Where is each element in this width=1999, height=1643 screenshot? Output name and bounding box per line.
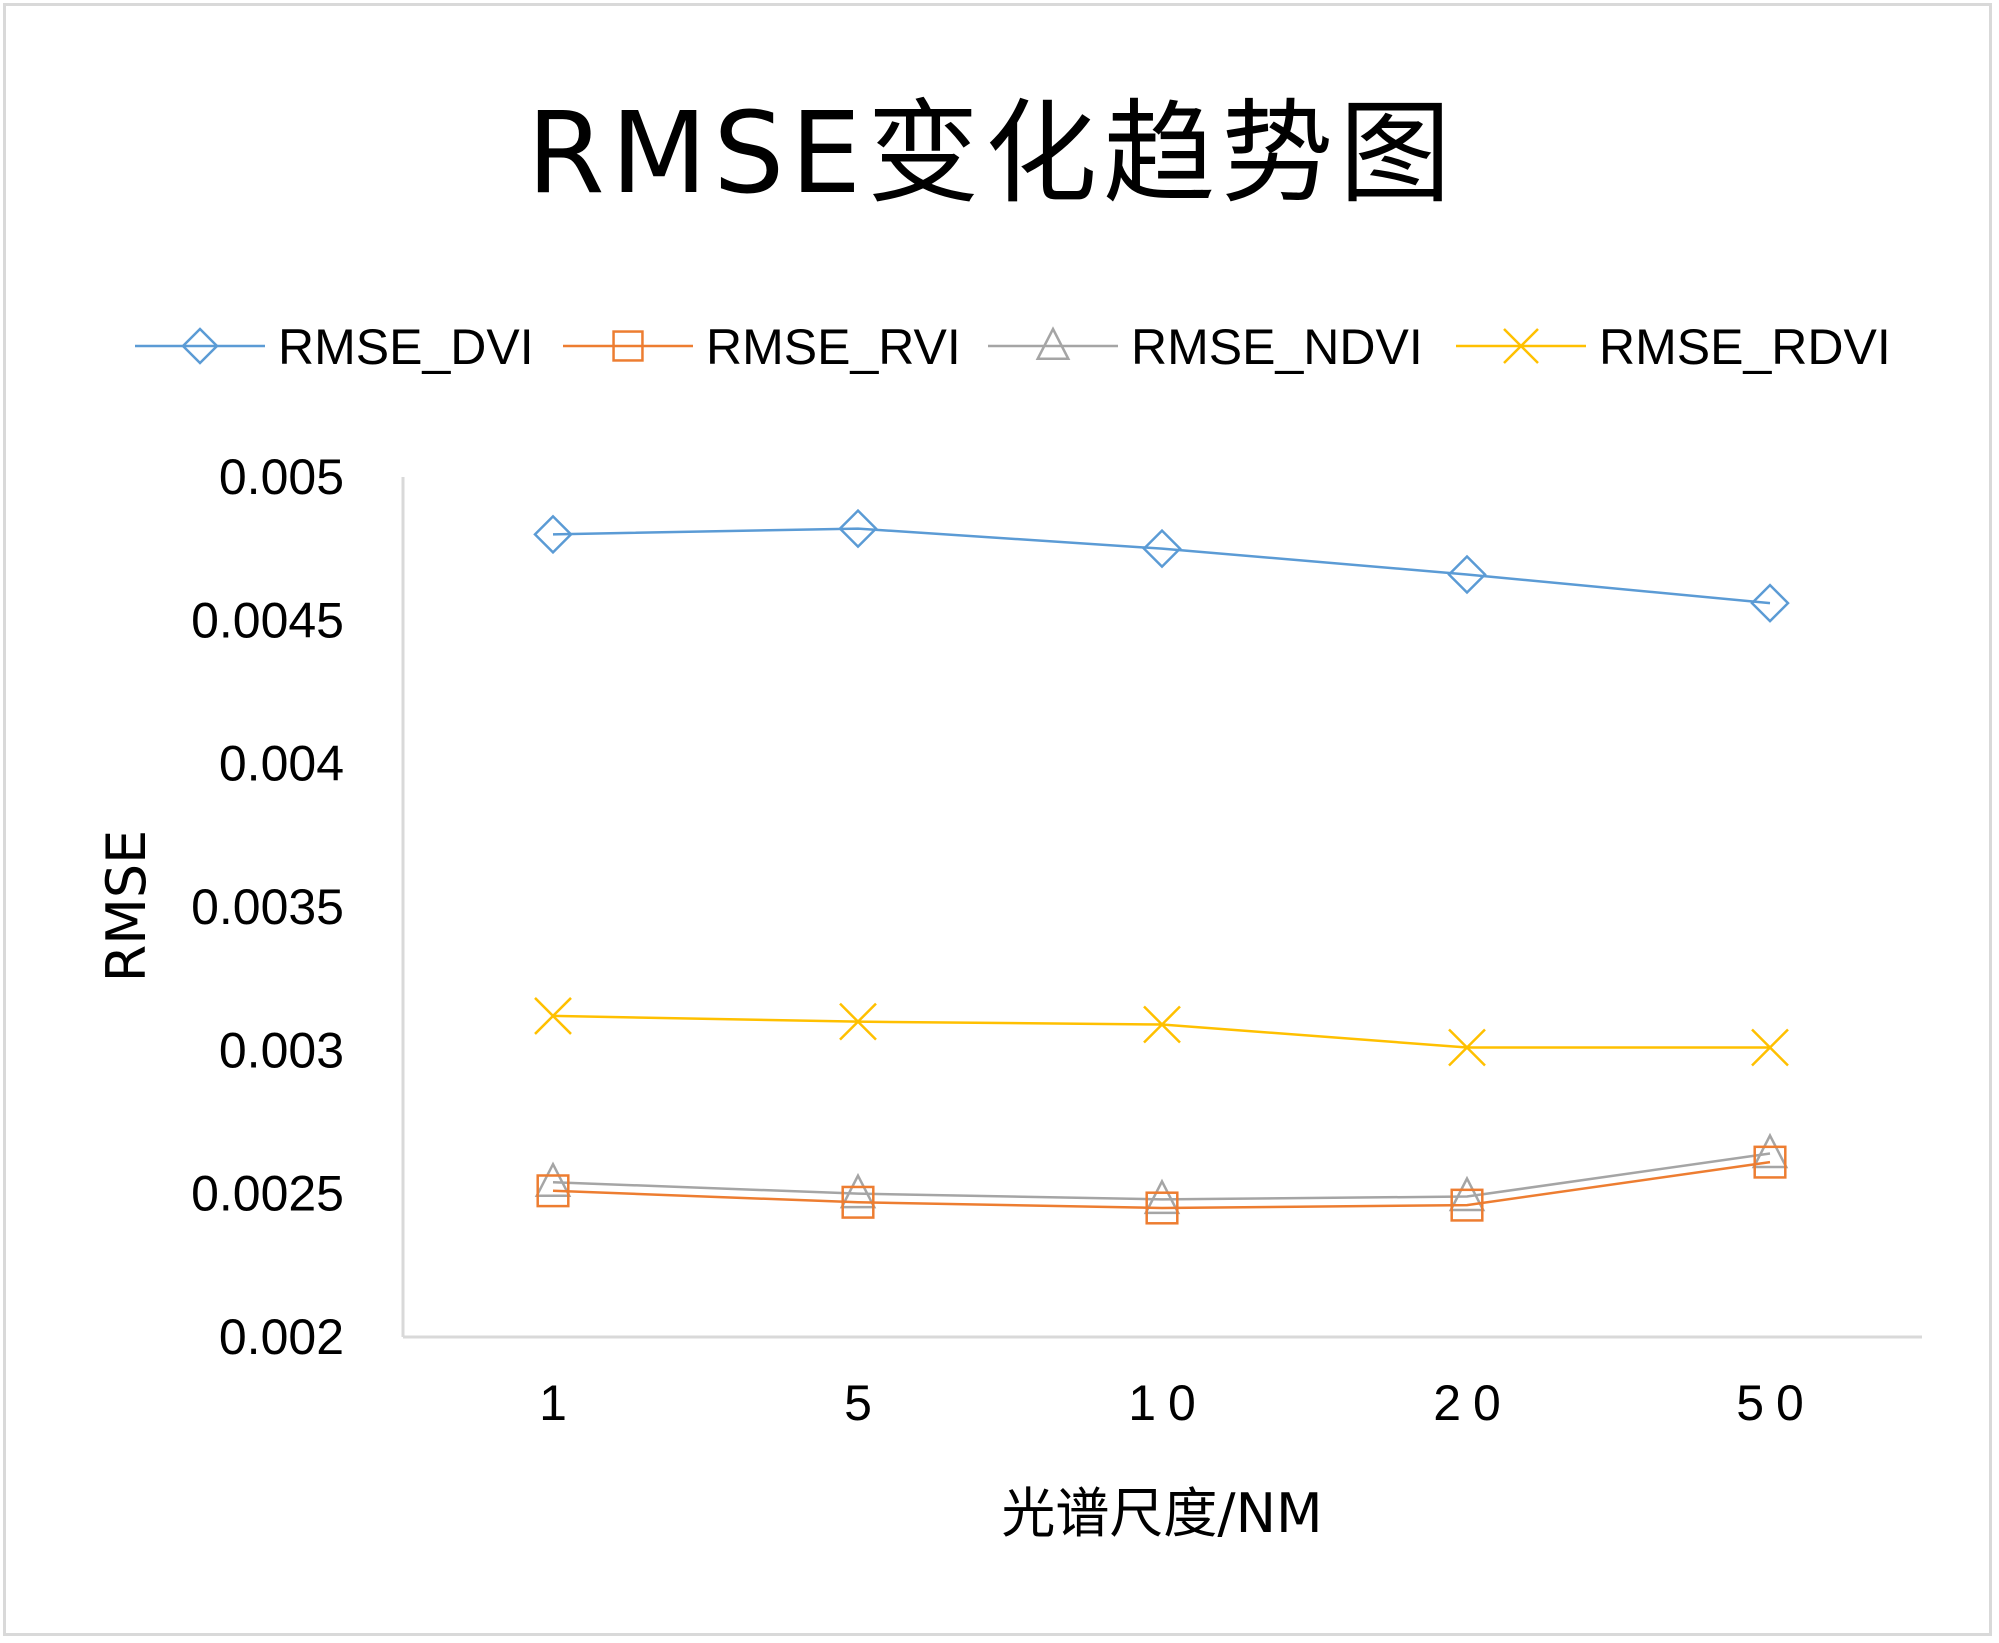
legend-label: RMSE_RVI [706,319,961,375]
series-rmse-rvi [536,1145,1787,1225]
x-tick-label: 50 [1736,1375,1816,1431]
series-rmse-dvi [533,508,1790,623]
y-tick-labels: 0.005 0.0045 0.004 0.0035 0.003 0.0025 0.002 [191,449,344,1365]
y-axis-label: RMSE [95,830,158,983]
series-rmse-ndvi [534,1132,1789,1215]
y-tick-label: 0.0035 [191,879,344,935]
legend-marker [612,330,644,362]
data-point-rmse-rdvi [534,997,572,1035]
series-line-rmse-dvi [552,527,1771,605]
series-line-rmse-rvi [552,1160,1771,1210]
x-tick-label: 20 [1433,1375,1513,1431]
data-point-rmse-ndvi [1751,1132,1789,1169]
data-point-rmse-rvi [841,1185,875,1219]
data-point-rmse-dvi [1750,583,1790,623]
data-point-rmse-rdvi [1751,1028,1789,1067]
legend-label: RMSE_RDVI [1599,319,1891,375]
data-point-rmse-dvi [1447,554,1487,595]
x-tick-labels: 1 5 10 20 50 [539,1375,1816,1431]
data-point-rmse-ndvi [839,1172,877,1209]
data-point-rmse-dvi [1142,528,1182,569]
data-point-rmse-ndvi [534,1161,572,1197]
y-tick-label: 0.002 [219,1309,344,1365]
chart-frame [3,3,1992,1636]
x-axis-label: 光谱尺度/NM [1001,1482,1322,1545]
data-point-rmse-rvi [1753,1145,1787,1179]
y-tick-label: 0.005 [219,449,344,505]
series-line-rmse-rdvi [552,1014,1770,1049]
data-point-rmse-rvi [1450,1188,1484,1222]
y-tick-label: 0.004 [219,736,344,792]
data-point-rmse-rdvi [1448,1028,1486,1067]
x-tick-label: 10 [1128,1375,1208,1431]
data-point-rmse-rdvi [1143,1005,1181,1044]
y-tick-label: 0.0025 [191,1166,344,1222]
legend-marker [1035,326,1071,360]
legend-item-rmse-ndvi: RMSE_NDVI [988,319,1423,375]
legend-label: RMSE_NDVI [1131,319,1423,375]
legend-item-rmse-dvi: RMSE_DVI [135,319,534,375]
legend-item-rmse-rdvi: RMSE_RDVI [1456,319,1891,375]
series-rmse-rdvi [534,997,1789,1067]
data-point-rmse-dvi [838,508,878,549]
y-tick-label: 0.0045 [191,592,344,648]
chart-title: RMSE变化趋势图 [527,89,1457,219]
data-point-rmse-ndvi [1143,1178,1181,1215]
data-point-rmse-ndvi [1448,1175,1486,1212]
data-point-rmse-rvi [1145,1191,1179,1225]
y-tick-label: 0.003 [219,1022,344,1078]
legend: RMSE_DVI RMSE_RVI RMSE_NDVI RMSE_RDVI [135,319,1891,375]
data-point-rmse-rdvi [839,1002,877,1041]
x-tick-label: 5 [844,1375,884,1431]
legend-marker [181,327,219,365]
legend-label: RMSE_DVI [278,319,534,375]
x-tick-label: 1 [539,1375,579,1431]
series-line-rmse-ndvi [552,1152,1771,1201]
data-point-rmse-dvi [533,514,573,555]
data-point-rmse-rvi [536,1174,570,1208]
plot-area [533,508,1790,1225]
legend-item-rmse-rvi: RMSE_RVI [563,319,961,375]
legend-marker [1503,328,1539,364]
